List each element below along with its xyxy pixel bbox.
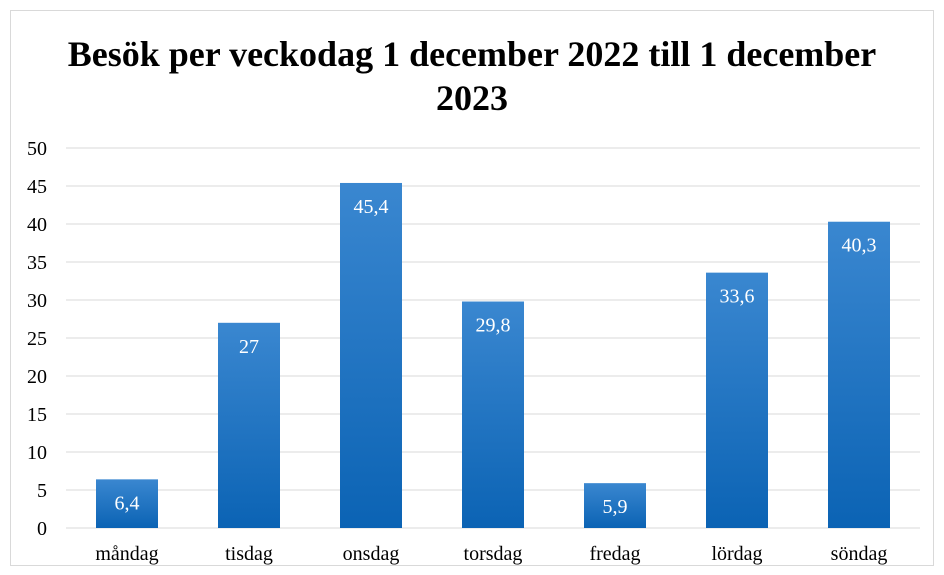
y-tick-label: 35	[27, 252, 47, 274]
y-tick-label: 20	[27, 366, 47, 388]
x-tick-label: torsdag	[464, 543, 523, 565]
y-tick-label: 30	[27, 290, 47, 312]
y-tick-label: 15	[27, 404, 47, 426]
data-label: 5,9	[603, 496, 628, 518]
chart-title: Besök per veckodag 1 december 2022 till …	[67, 34, 877, 118]
x-tick-label: lördag	[711, 543, 762, 565]
y-tick-label: 45	[27, 176, 47, 198]
y-tick-label: 10	[27, 442, 47, 464]
bar-onsdag	[340, 182, 402, 528]
data-label: 27	[239, 336, 259, 358]
data-label: 29,8	[476, 315, 511, 337]
x-tick-label: tisdag	[225, 543, 273, 565]
data-label: 33,6	[720, 286, 755, 308]
bar-fredag	[584, 483, 646, 528]
y-axis-ticks: 0 5 10 15 20 25 30 35 40 45 50	[27, 138, 47, 540]
x-axis-ticks: måndag tisdag onsdag torsdag fredag lördag sön…	[95, 543, 887, 565]
bars: 6,4 27 45,4 29,8 5,9 33,6 40,3	[96, 182, 890, 528]
bar-lördag	[706, 272, 768, 528]
x-tick-label: fredag	[589, 543, 640, 565]
x-tick-label: måndag	[95, 543, 158, 565]
bar-måndag	[96, 479, 158, 528]
y-tick-label: 0	[37, 518, 47, 540]
data-label: 40,3	[842, 235, 877, 257]
bar-tisdag	[218, 322, 280, 528]
bar-torsdag	[462, 301, 524, 528]
data-label: 6,4	[115, 492, 140, 514]
y-tick-label: 50	[27, 138, 47, 160]
x-tick-label: söndag	[831, 543, 888, 565]
y-tick-label: 40	[27, 214, 47, 236]
data-label: 45,4	[354, 196, 389, 218]
bar-söndag	[828, 221, 890, 528]
x-tick-label: onsdag	[343, 543, 400, 565]
y-tick-label: 5	[37, 480, 47, 502]
y-tick-label: 25	[27, 328, 47, 350]
